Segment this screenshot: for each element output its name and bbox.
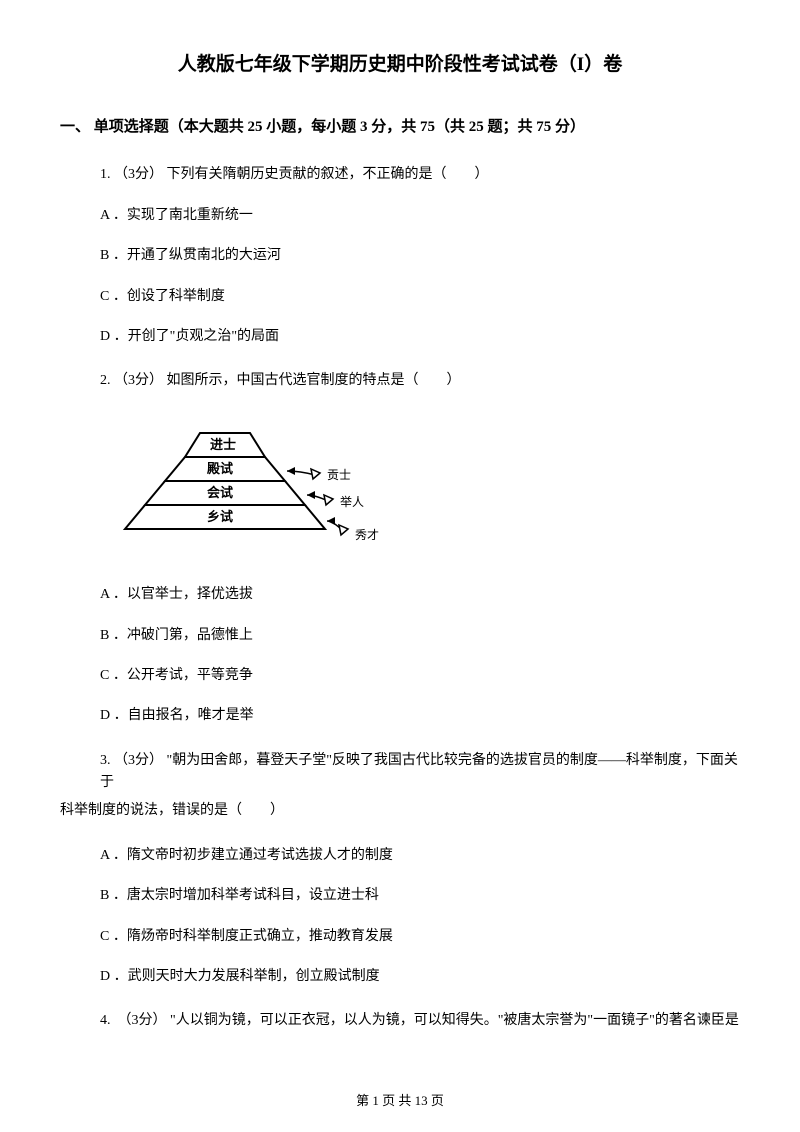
- tier-label: 进士: [210, 437, 236, 452]
- question-stem: 下列有关隋朝历史贡献的叙述，不正确的是（ ）: [167, 167, 489, 182]
- question-text: 1. （3分） 下列有关隋朝历史贡献的叙述，不正确的是（ ）: [100, 164, 740, 186]
- question-points: （3分）: [118, 1013, 167, 1028]
- question-number: 3.: [100, 753, 111, 768]
- arrow-label: 贡士: [327, 468, 351, 482]
- question-number: 4.: [100, 1013, 111, 1028]
- option-d: D ．开创了"贞观之治"的局面: [100, 326, 740, 348]
- option-a: A ．隋文帝时初步建立通过考试选拔人才的制度: [100, 845, 740, 867]
- option-c: C ．隋炀帝时科举制度正式确立，推动教育发展: [100, 926, 740, 948]
- option-b: B ．冲破门第，品德惟上: [100, 625, 740, 647]
- question-number: 1.: [100, 167, 111, 182]
- question-1: 1. （3分） 下列有关隋朝历史贡献的叙述，不正确的是（ ） A ．实现了南北重…: [60, 164, 740, 348]
- option-c: C ．公开考试，平等竞争: [100, 665, 740, 687]
- question-stem: "人以铜为镜，可以正衣冠，以人为镜，可以知得失。"被唐太宗誉为"一面镜子"的著名…: [170, 1013, 739, 1028]
- question-3: 3. （3分） "朝为田舍郎，暮登天子堂"反映了我国古代比较完备的选拔官员的制度…: [60, 750, 740, 795]
- tier-label: 会试: [207, 485, 233, 500]
- question-3-options: A ．隋文帝时初步建立通过考试选拔人才的制度 B ．唐太宗时增加科举考试科目，设…: [60, 845, 740, 989]
- question-text: 3. （3分） "朝为田舍郎，暮登天子堂"反映了我国古代比较完备的选拔官员的制度…: [100, 750, 740, 795]
- pyramid-diagram: 乡试 会试 殿试 进士 贡士 举人 秀才: [100, 411, 740, 564]
- question-stem: 如图所示，中国古代选官制度的特点是（ ）: [167, 373, 461, 388]
- question-number: 2.: [100, 373, 111, 388]
- question-3-continued: 科举制度的说法，错误的是（ ）: [60, 800, 740, 822]
- tier-label: 乡试: [207, 509, 233, 524]
- option-d: D ．武则天时大力发展科举制，创立殿试制度: [100, 966, 740, 988]
- option-b: B ．开通了纵贯南北的大运河: [100, 245, 740, 267]
- question-text: 4. （3分） "人以铜为镜，可以正衣冠，以人为镜，可以知得失。"被唐太宗誉为"…: [100, 1010, 740, 1032]
- page-footer: 第 1 页 共 13 页: [0, 1091, 800, 1112]
- page-title: 人教版七年级下学期历史期中阶段性考试试卷（I）卷: [60, 50, 740, 80]
- question-points: （3分）: [114, 373, 163, 388]
- option-b: B ．唐太宗时增加科举考试科目，设立进士科: [100, 885, 740, 907]
- option-c: C ．创设了科举制度: [100, 286, 740, 308]
- arrow-label: 秀才: [355, 528, 379, 542]
- tier-label: 殿试: [206, 461, 233, 476]
- question-stem: "朝为田舍郎，暮登天子堂"反映了我国古代比较完备的选拔官员的制度——科举制度，下…: [100, 753, 738, 790]
- question-4: 4. （3分） "人以铜为镜，可以正衣冠，以人为镜，可以知得失。"被唐太宗誉为"…: [60, 1010, 740, 1032]
- option-a: A ．实现了南北重新统一: [100, 205, 740, 227]
- question-2: 2. （3分） 如图所示，中国古代选官制度的特点是（ ） 乡试 会试 殿试 进士…: [60, 370, 740, 727]
- pyramid-svg: 乡试 会试 殿试 进士 贡士 举人 秀才: [105, 411, 385, 556]
- question-points: （3分）: [114, 167, 163, 182]
- arrow-label: 举人: [340, 495, 364, 509]
- option-d: D ．自由报名，唯才是举: [100, 705, 740, 727]
- question-text: 2. （3分） 如图所示，中国古代选官制度的特点是（ ）: [100, 370, 740, 392]
- question-points: （3分）: [114, 753, 163, 768]
- option-a: A ．以官举士，择优选拔: [100, 584, 740, 606]
- section-header: 一、 单项选择题（本大题共 25 小题，每小题 3 分，共 75（共 25 题；…: [60, 115, 740, 139]
